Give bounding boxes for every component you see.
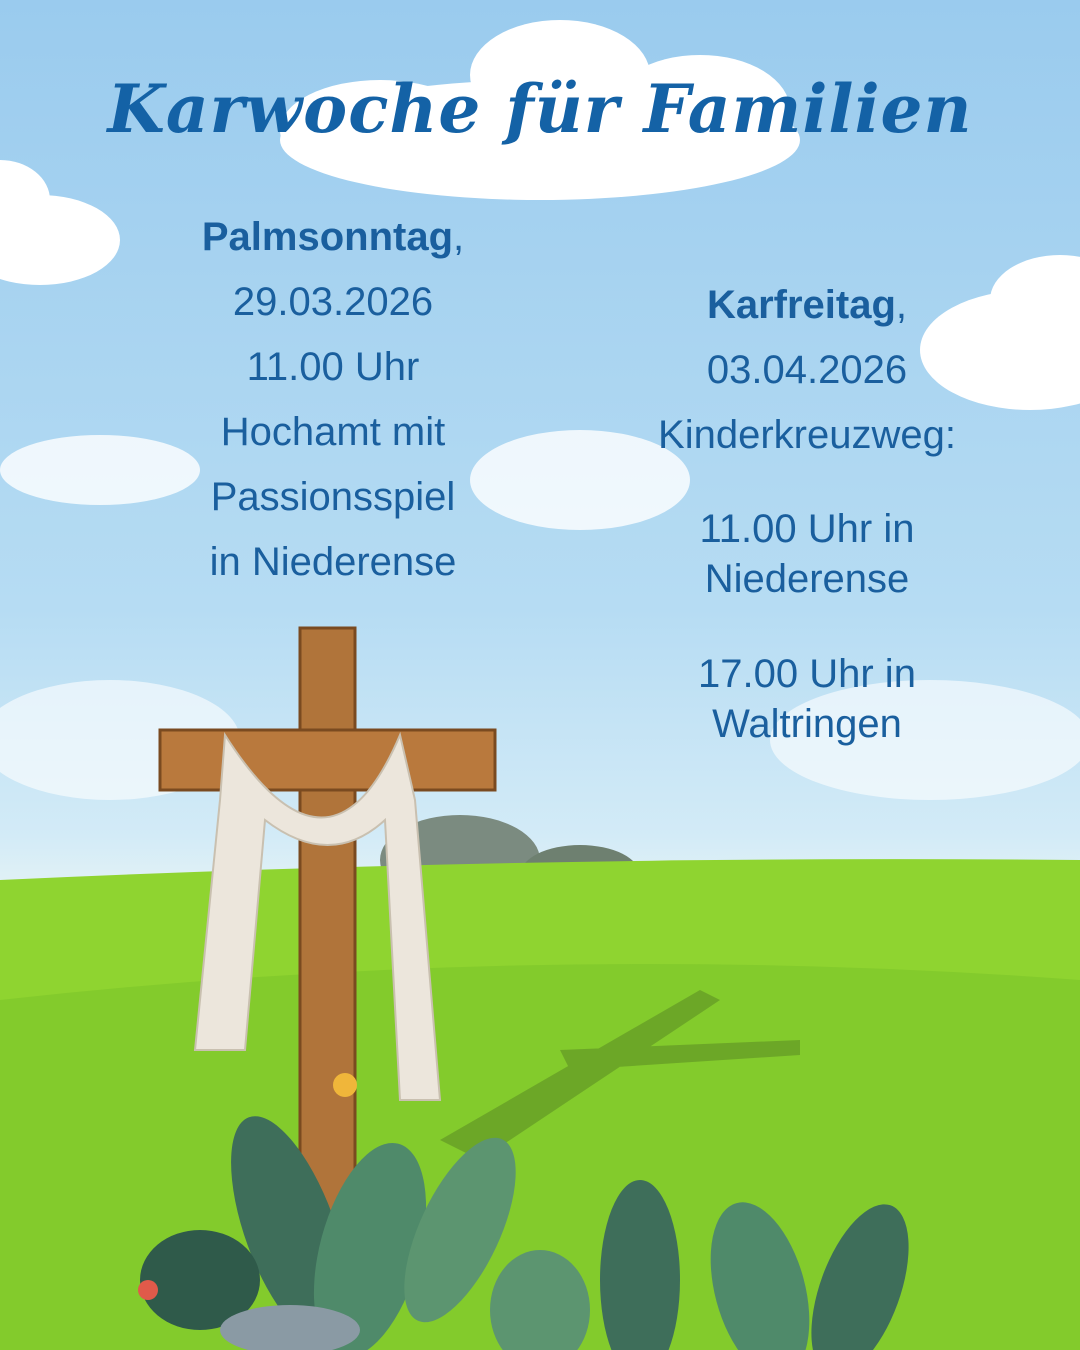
poster-title: Karwoche für Familien <box>107 70 973 148</box>
slot1-place: Niederense <box>704 557 910 601</box>
plants <box>140 1116 909 1350</box>
cloth <box>193 731 442 1101</box>
clouds <box>0 20 1080 800</box>
palmsonntag-heading: Palmsonntag, <box>150 215 516 260</box>
karfreitag-date: 03.04.2026 <box>706 348 908 392</box>
berry <box>138 1280 158 1300</box>
palmsonntag-line3: in Niederense <box>209 540 457 584</box>
comma: , <box>895 283 908 327</box>
cross-shadow <box>440 990 800 1160</box>
palmsonntag-line1: Hochamt mit <box>220 410 446 454</box>
karfreitag-heading: Karfreitag, <box>607 283 1007 328</box>
slot2-place: Waltringen <box>712 702 902 746</box>
slot2-time: 17.00 Uhr in <box>698 652 916 696</box>
cross-icon <box>158 626 497 1220</box>
karfreitag-day: Karfreitag <box>706 283 896 327</box>
palmsonntag-time: 11.00 Uhr <box>246 345 420 389</box>
palmsonntag-line2: Passionsspiel <box>210 475 456 519</box>
flower <box>333 1073 357 1097</box>
comma: , <box>453 215 465 259</box>
slot1-time: 11.00 Uhr in <box>699 507 915 551</box>
palmsonntag-date: 29.03.2026 <box>232 280 434 324</box>
karfreitag-label: Kinderkreuzweg: <box>658 413 956 457</box>
palmsonntag-day: Palmsonntag <box>201 215 454 259</box>
